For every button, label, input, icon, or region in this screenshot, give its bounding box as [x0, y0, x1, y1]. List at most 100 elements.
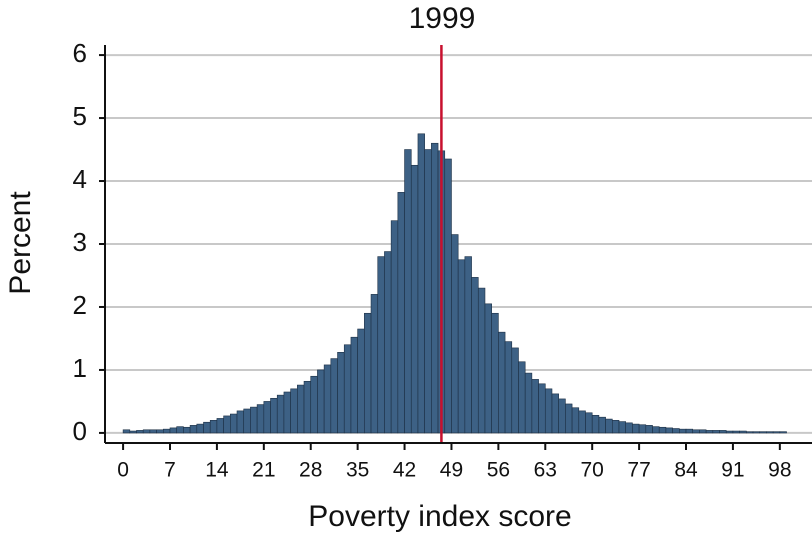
bar	[672, 428, 680, 434]
bar	[719, 430, 727, 434]
bar	[585, 412, 593, 434]
bar	[558, 398, 566, 434]
bar	[498, 331, 506, 434]
bar	[169, 427, 178, 434]
bar	[404, 149, 412, 434]
bar	[632, 423, 640, 434]
bar	[230, 413, 238, 434]
bar	[417, 133, 425, 434]
bar	[772, 431, 781, 434]
bar	[451, 234, 459, 434]
bar	[337, 352, 345, 434]
bar	[518, 361, 526, 434]
y-axis-label: Percent	[4, 191, 37, 295]
bar	[457, 259, 466, 434]
bar	[571, 407, 580, 434]
x-tick-label: 98	[768, 459, 791, 482]
bar	[538, 383, 546, 434]
y-tick-label: 2	[73, 290, 87, 320]
x-tick-label: 63	[534, 459, 557, 482]
bar	[725, 430, 734, 434]
y-tick-label: 1	[73, 353, 87, 383]
bar	[370, 294, 379, 434]
bar	[766, 431, 774, 434]
bar	[739, 430, 747, 434]
bar	[330, 358, 338, 434]
bar	[531, 379, 539, 434]
x-tick-label: 28	[299, 459, 322, 482]
bar	[605, 418, 613, 434]
bar	[183, 426, 191, 434]
bar	[142, 429, 151, 434]
bar	[317, 369, 325, 434]
bar	[712, 430, 720, 434]
bar	[484, 303, 492, 434]
bar	[209, 420, 218, 434]
bar	[364, 312, 372, 434]
bar	[645, 425, 653, 434]
chart-title: 1999	[409, 2, 476, 35]
x-tick-label: 77	[627, 459, 650, 482]
bar	[136, 430, 144, 434]
bar	[491, 312, 499, 434]
bar	[149, 429, 157, 434]
bar	[283, 391, 291, 434]
bar	[323, 364, 332, 434]
bar	[679, 428, 687, 434]
bar	[779, 431, 787, 434]
bar	[705, 430, 714, 434]
bar	[692, 429, 700, 434]
bar	[464, 256, 472, 434]
bar	[350, 336, 358, 434]
bar	[732, 430, 740, 434]
bar	[223, 415, 231, 434]
bar	[444, 158, 452, 434]
bar	[665, 427, 673, 434]
bar	[357, 328, 365, 434]
x-tick-label: 49	[440, 459, 463, 482]
bar	[471, 277, 479, 434]
x-tick-label: 91	[721, 459, 744, 482]
bar	[410, 164, 419, 434]
bar	[699, 429, 707, 434]
bar	[263, 401, 271, 434]
y-tick-label: 6	[73, 38, 87, 68]
bar	[310, 375, 318, 434]
bar	[377, 256, 385, 434]
x-tick-label: 7	[164, 459, 176, 482]
x-tick-label: 14	[205, 459, 229, 482]
bar	[163, 428, 171, 434]
bar	[384, 251, 392, 434]
bar	[578, 410, 586, 434]
bar	[243, 408, 251, 434]
y-tick-label: 4	[73, 164, 87, 194]
bar	[203, 421, 211, 434]
bar	[504, 341, 513, 434]
bar	[129, 430, 137, 434]
bar	[216, 418, 224, 434]
bar	[276, 394, 285, 434]
y-tick-label: 0	[73, 416, 87, 446]
bar	[551, 393, 559, 434]
bar	[752, 431, 761, 434]
bar	[611, 420, 620, 434]
bar	[544, 388, 553, 434]
bar	[658, 426, 667, 434]
bar	[431, 142, 439, 434]
bar	[303, 380, 312, 434]
bar	[176, 426, 184, 434]
bar	[122, 429, 131, 434]
bar	[477, 287, 486, 434]
x-tick-label: 35	[346, 459, 369, 482]
bar	[511, 347, 519, 434]
bar	[652, 426, 660, 434]
bar	[343, 344, 352, 434]
y-tick-label: 5	[73, 101, 87, 131]
bar	[685, 428, 694, 434]
bar	[746, 431, 754, 434]
y-tick-label: 3	[73, 227, 87, 257]
bar	[196, 423, 204, 434]
x-tick-label: 21	[252, 459, 275, 482]
bar	[250, 406, 258, 434]
